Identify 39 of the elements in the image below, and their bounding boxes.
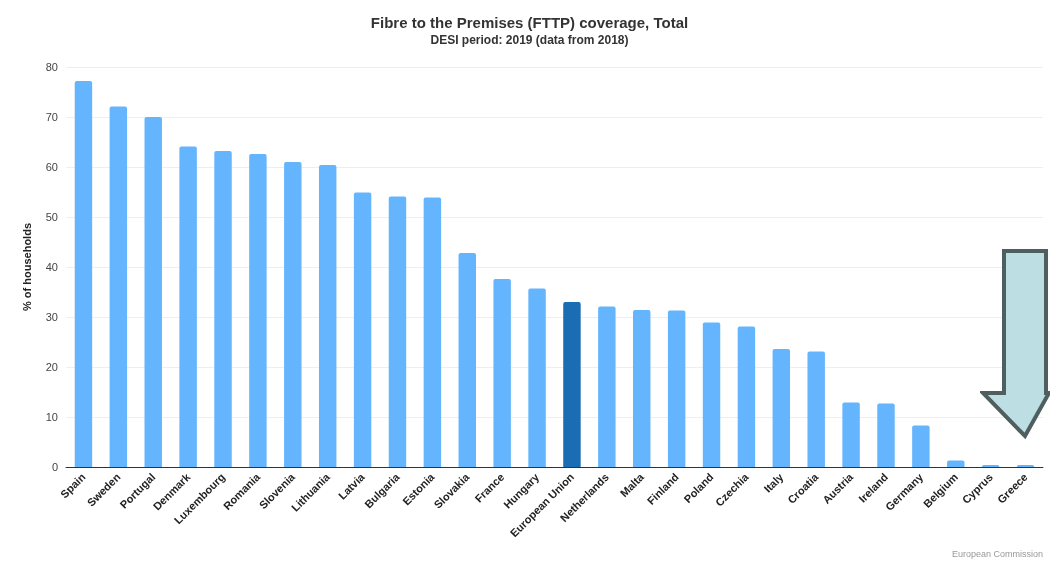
bar <box>423 197 442 467</box>
bar <box>807 351 825 467</box>
y-tick-label: 40 <box>45 261 58 273</box>
y-tick-label: 30 <box>45 311 58 323</box>
bar <box>877 403 895 467</box>
bar <box>388 196 407 467</box>
bar <box>249 154 267 467</box>
bar <box>702 322 721 467</box>
y-tick-label: 50 <box>45 211 58 223</box>
y-tick-label: 80 <box>45 61 58 73</box>
bar <box>528 288 546 467</box>
bar <box>74 81 93 467</box>
bar <box>109 106 128 467</box>
y-axis-title: % of households <box>20 223 33 311</box>
bar <box>563 302 581 467</box>
y-tick-label: 20 <box>45 361 58 373</box>
bar <box>667 310 686 467</box>
bar <box>598 306 616 467</box>
y-tick-label: 70 <box>45 111 58 123</box>
bar <box>842 402 860 467</box>
bar <box>772 349 791 467</box>
bar <box>214 151 232 467</box>
bar <box>318 165 337 467</box>
y-tick-label: 10 <box>45 411 58 423</box>
bar <box>353 192 372 467</box>
bar <box>284 162 302 467</box>
bar <box>912 425 930 467</box>
bar <box>947 460 965 467</box>
bar <box>633 310 651 467</box>
chart-title: Fibre to the Premises (FTTP) coverage, Total <box>370 14 689 31</box>
bar <box>737 326 756 467</box>
text: European Commission <box>951 548 1044 559</box>
chart-subtitle: DESI period: 2019 (data from 2018) <box>430 33 629 47</box>
y-tick-label: 60 <box>45 161 58 173</box>
bar <box>179 146 197 467</box>
bar <box>493 279 511 467</box>
bar <box>144 117 162 467</box>
bar <box>458 253 476 467</box>
y-tick-label: 0 <box>51 461 58 473</box>
